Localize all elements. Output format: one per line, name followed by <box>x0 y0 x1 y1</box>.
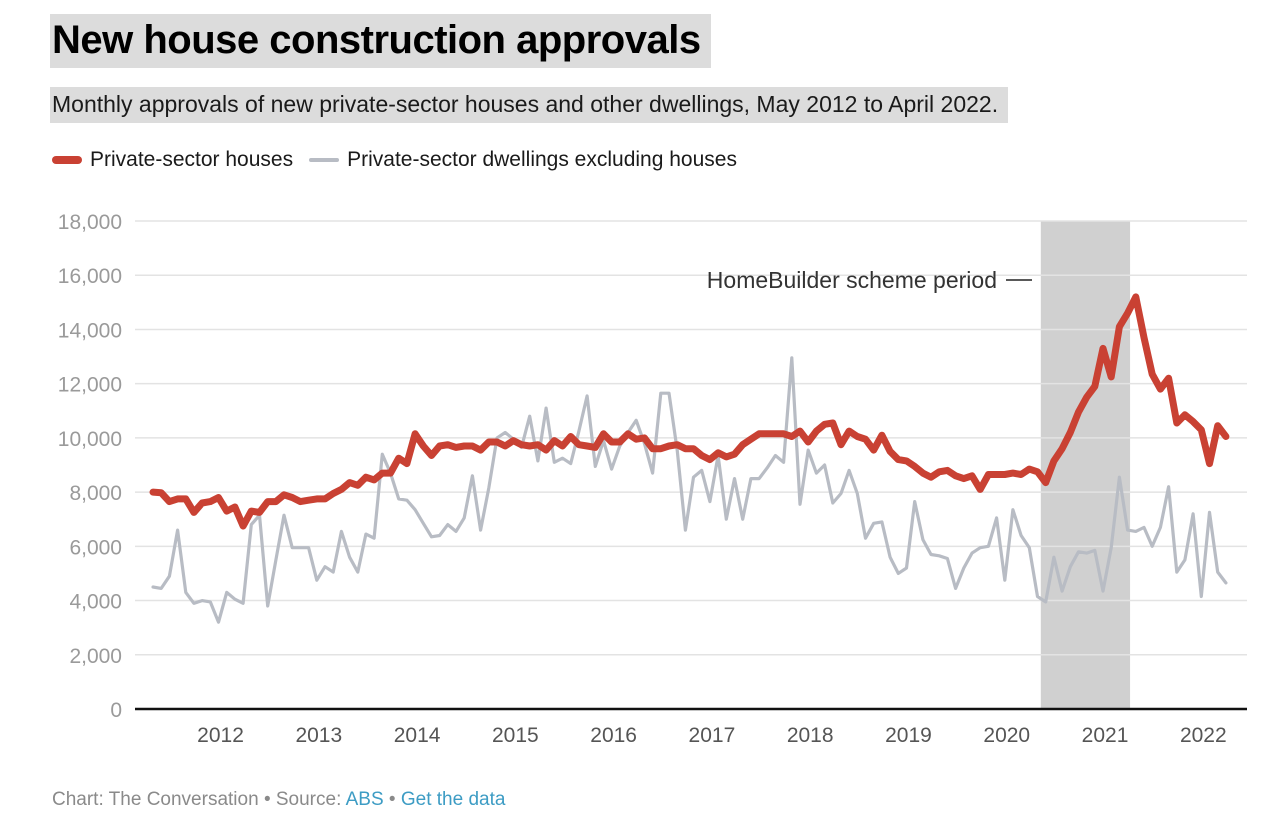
legend-swatch-houses <box>52 156 82 164</box>
legend-swatch-dwellings <box>309 158 340 162</box>
y-tick-label: 4,000 <box>69 591 122 614</box>
y-tick-label: 0 <box>110 699 122 722</box>
footer-separator: • <box>263 789 271 810</box>
x-tick-label: 2020 <box>983 724 1030 747</box>
x-tick-label: 2015 <box>492 724 539 747</box>
x-tick-label: 2016 <box>590 724 637 747</box>
series-line-houses <box>149 293 1230 530</box>
y-tick-label: 14,000 <box>58 319 122 342</box>
x-tick-label: 2019 <box>885 724 932 747</box>
legend-label-houses: Private-sector houses <box>90 148 294 171</box>
line-chart: 0 2,000 4,000 6,000 8,000 10,000 12,000 14,000 1… <box>58 211 1247 747</box>
series-line-dwellings <box>151 356 1228 624</box>
chart-footer: Chart: The Conversation • Source: ABS • … <box>52 789 505 811</box>
legend-item-dwellings[interactable]: Private-sector dwellings excluding house… <box>309 148 737 172</box>
x-tick-label: 2012 <box>197 724 244 747</box>
y-tick-label: 2,000 <box>69 645 122 668</box>
footer-separator: • <box>388 789 396 810</box>
y-tick-label: 18,000 <box>58 211 122 234</box>
x-tick-label: 2017 <box>689 724 736 747</box>
legend: Private-sector houses Private-sector dwe… <box>52 148 753 172</box>
x-tick-label: 2013 <box>295 724 342 747</box>
x-tick-label: 2021 <box>1082 724 1129 747</box>
x-tick-label: 2022 <box>1180 724 1227 747</box>
y-tick-label: 6,000 <box>69 536 122 559</box>
footer-source-label: Source: <box>275 789 342 810</box>
source-link[interactable]: ABS <box>345 789 384 810</box>
chart-title: New house construction approvals <box>50 14 711 68</box>
get-the-data-link[interactable]: Get the data <box>400 789 506 810</box>
legend-item-houses[interactable]: Private-sector houses <box>52 148 293 172</box>
y-tick-label: 16,000 <box>58 265 122 288</box>
y-tick-label: 10,000 <box>58 428 122 451</box>
legend-label-dwellings: Private-sector dwellings excluding house… <box>347 148 737 171</box>
x-tick-label: 2018 <box>787 724 834 747</box>
y-tick-label: 12,000 <box>58 374 122 397</box>
homebuilder-annotation-label: HomeBuilder scheme period <box>707 267 997 293</box>
chart-subtitle: Monthly approvals of new private-sector … <box>50 87 1009 123</box>
footer-credit: Chart: The Conversation <box>52 789 259 810</box>
y-tick-label: 8,000 <box>69 482 122 505</box>
x-tick-label: 2014 <box>394 724 441 747</box>
